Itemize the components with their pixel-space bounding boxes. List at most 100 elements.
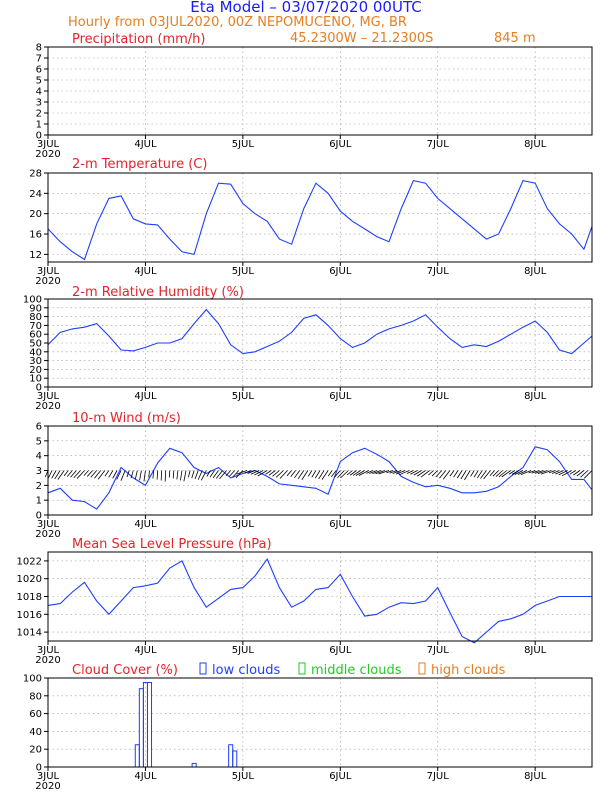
rh-ytick-label: 60 [29,330,42,341]
pressure-ytick-label: 1018 [17,592,42,603]
precip-ytick-label: 5 [36,76,42,87]
cloud-ytick-label: 80 [29,691,42,702]
wind-arrow [116,470,122,480]
precip-xtick-label: 3JUL [37,139,60,150]
wind-arrow [104,470,110,477]
wind-arrow [456,470,463,479]
wind-arrow [126,470,130,478]
temp-xtick-label: 8JUL [524,266,547,277]
pressure-ytick-label: 1022 [17,556,42,567]
temp-ytick-label: 20 [29,209,42,220]
wind-arrow [508,470,516,475]
rh-xtick-label: 8JUL [524,391,547,402]
precip-xtick-label: 8JUL [524,139,547,150]
wind-arrow [580,470,589,478]
wind-arrow [355,470,365,476]
wind-arrow [73,470,81,479]
cloud-bar [134,744,140,768]
wind-arrow [156,470,159,480]
wind-arrow [225,470,231,476]
legend-high-label: high clouds [431,663,506,678]
wind-arrow [555,470,564,475]
legend-middle-label: middle clouds [311,663,402,678]
wind-arrow [520,470,532,475]
wind-arrow [279,470,288,479]
wind-arrow [321,470,329,480]
wind-arrow [236,470,248,475]
wind-arrow [286,470,292,477]
wind-arrow [66,470,73,477]
wind-arrow [449,470,455,477]
header-coords: 45.2300W – 21.2300S [290,31,433,46]
precip-frame [47,46,593,136]
rh-title: 2-m Relative Humidity (%) [72,285,244,300]
rh-ytick-label: 80 [29,312,42,323]
wind-arrow [569,470,576,475]
wind-arrow [369,470,377,474]
rh-ytick-label: 90 [29,303,42,314]
cloud-xtick-label: 7JUL [427,771,450,782]
wind-arrow [346,470,353,476]
wind-arrow [209,470,215,478]
cloud-bar [228,744,234,768]
rh-ytick-label: 0 [36,383,42,394]
rh-ytick-label: 10 [29,374,42,385]
wind-arrow [330,470,337,478]
rh-series-line [47,308,593,355]
wind-arrow [311,470,317,478]
cloud-xtick-label: 8JUL [524,771,547,782]
temp-title: 2-m Temperature (C) [72,157,207,172]
precip-ytick-label: 1 [36,120,42,131]
pressure-year-label: 2020 [35,655,60,666]
rh-frame [47,298,593,388]
cloud-bar [146,681,153,768]
panel-pressure: 1014 1016 1018 1020 1022 3JUL 4JUL 5JUL 6JUL 7JUL… [17,551,593,666]
temp-ytick-label: 16 [29,230,42,241]
wind-arrow [514,470,524,475]
pressure-xtick-label: 3JUL [37,645,60,656]
wind-arrow [473,470,479,478]
temp-xtick-label: 7JUL [427,266,450,277]
wind-arrow [164,470,167,482]
precip-ytick-label: 7 [36,54,42,65]
cloud-bar [191,762,197,768]
pressure-ytick-label: 1020 [17,574,42,585]
pressure-title: Mean Sea Level Pressure (hPa) [72,537,272,552]
wind-arrow [183,470,187,482]
cloud-ytick-label: 0 [36,763,42,774]
wind-ytick-label: 4 [36,451,42,462]
legend-low-label: low clouds [212,663,281,678]
wind-arrow [439,470,447,479]
header-subtitle: Hourly from 03JUL2020, 00Z NEPOMUCENO, M… [68,15,407,30]
wind-arrow [470,470,475,477]
rh-ytick-label: 70 [29,321,42,332]
cloud-title: Cloud Cover (%) [72,663,178,678]
wind-arrow [453,470,459,478]
rh-xtick-label: 7JUL [427,391,450,402]
wind-arrow [480,470,487,479]
temp-year-label: 2020 [35,276,60,287]
wind-frame [47,425,593,516]
wind-arrow [558,470,568,476]
temp-ytick-label: 12 [29,250,42,261]
wind-arrow [417,470,426,477]
cloud-ytick-label: 20 [29,745,42,756]
temp-frame [47,172,593,263]
wind-arrow [528,470,536,474]
wind-arrow [268,470,276,476]
rh-ytick-label: 40 [29,347,42,358]
temp-series-line [47,179,593,261]
rh-ytick-label: 100 [23,295,42,306]
wind-arrow [410,470,418,475]
wind-title: 10-m Wind (m/s) [72,411,181,426]
wind-arrow [148,470,150,478]
wind-arrow [97,470,106,480]
pressure-xtick-label: 7JUL [427,645,450,656]
wind-arrow [495,470,503,477]
wind-arrow [511,470,520,475]
wind-arrow [392,470,402,474]
wind-arrow [290,470,296,478]
cloud-xtick-label: 3JUL [37,771,60,782]
cloud-frame [47,677,593,768]
